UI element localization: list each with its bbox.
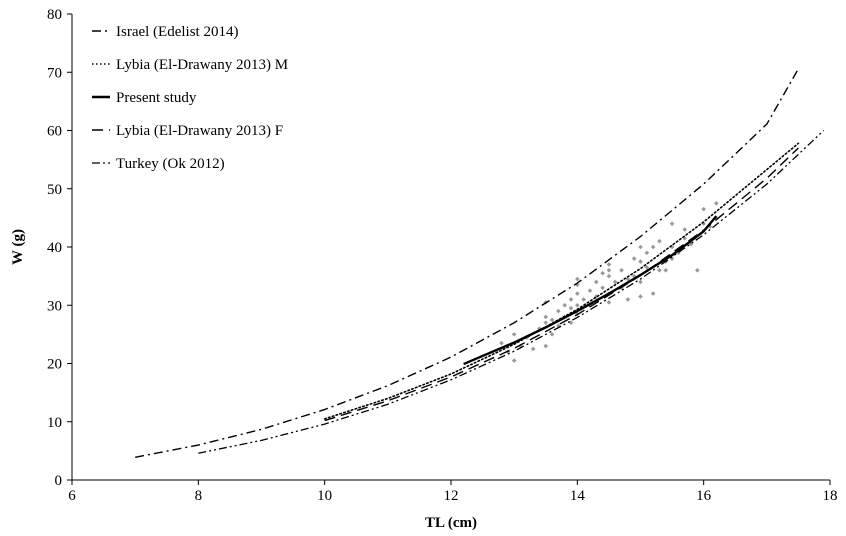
data-point [638, 259, 643, 264]
data-point [593, 294, 599, 299]
data-point [511, 358, 517, 363]
legend: Israel (Edelist 2014) Lybia (El-Drawany 2… [92, 24, 288, 172]
x-tick-labels: 6 8 10 12 14 16 18 [68, 488, 837, 504]
data-point [657, 268, 662, 273]
data-point [606, 273, 612, 279]
data-point [606, 300, 612, 305]
data-point [600, 285, 605, 291]
data-point [549, 317, 555, 323]
y-tick-label: 10 [47, 415, 62, 431]
data-point [631, 273, 637, 279]
y-axis-title: W (g) [10, 229, 26, 265]
data-point [714, 201, 719, 206]
y-tick-label: 50 [47, 182, 62, 198]
x-tick-label: 10 [317, 488, 332, 504]
data-point [499, 340, 504, 346]
data-point [568, 320, 574, 326]
legend-label: Lybia (El-Drawany 2013) F [116, 123, 283, 139]
y-tick-label: 0 [55, 473, 63, 489]
data-point [549, 332, 555, 337]
data-point [530, 346, 536, 352]
data-point [638, 244, 643, 250]
legend-label: Lybia (El-Drawany 2013) M [116, 57, 288, 73]
data-point [695, 268, 700, 273]
x-tick-label: 8 [195, 488, 203, 504]
data-point [606, 262, 612, 267]
series-line-1 [323, 142, 800, 420]
data-point [562, 302, 567, 308]
data-point [701, 221, 706, 226]
y-tick-label: 30 [47, 298, 62, 314]
data-point [638, 279, 643, 285]
data-point [511, 332, 517, 337]
data-point [568, 297, 574, 302]
data-point [669, 221, 675, 226]
x-axis-title: TL (cm) [425, 515, 477, 531]
series-line-2 [463, 215, 718, 366]
data-point [625, 297, 631, 302]
x-tick-label: 18 [823, 488, 838, 504]
y-tick-labels: 0 10 20 30 40 50 60 70 80 [47, 7, 62, 489]
data-point [575, 302, 580, 308]
y-tick-label: 70 [47, 65, 62, 81]
data-point [543, 343, 549, 349]
y-tick-label: 80 [47, 7, 62, 23]
model-curves [135, 68, 825, 458]
data-point [600, 270, 605, 276]
legend-label: Turkey (Ok 2012) [116, 156, 225, 172]
series-line-3 [324, 147, 799, 422]
data-point [688, 241, 694, 247]
x-axis-ticks [71, 480, 831, 485]
data-point [568, 305, 574, 311]
data-point [587, 288, 593, 293]
data-point [581, 297, 586, 302]
data-point [644, 265, 650, 270]
data-point [638, 294, 643, 299]
data-point [657, 238, 662, 244]
data-point [682, 227, 688, 232]
x-tick-label: 14 [570, 488, 586, 504]
data-point [556, 308, 561, 314]
data-point [644, 250, 650, 256]
data-point [701, 206, 706, 212]
data-point [619, 268, 624, 273]
data-point [593, 279, 599, 285]
x-tick-label: 6 [68, 488, 76, 504]
data-point [612, 279, 618, 285]
series-line-0 [135, 68, 800, 458]
legend-label: Present study [116, 90, 197, 106]
data-point [543, 314, 549, 320]
data-point [650, 291, 656, 296]
data-point [625, 276, 631, 282]
data-point [650, 244, 656, 250]
y-axis-ticks [67, 13, 72, 481]
y-tick-label: 40 [47, 240, 62, 256]
data-point [575, 276, 580, 282]
data-point [575, 291, 580, 296]
data-point [543, 320, 549, 326]
data-point [682, 235, 688, 241]
y-tick-label: 60 [47, 124, 62, 140]
y-tick-label: 20 [47, 357, 62, 373]
data-point [537, 326, 542, 331]
data-point [606, 268, 612, 273]
legend-label: Israel (Edelist 2014) [116, 24, 238, 40]
series-line-4 [198, 130, 825, 454]
x-tick-label: 12 [444, 488, 459, 504]
data-point [631, 256, 637, 261]
x-tick-label: 16 [696, 488, 712, 504]
data-point [663, 268, 669, 273]
